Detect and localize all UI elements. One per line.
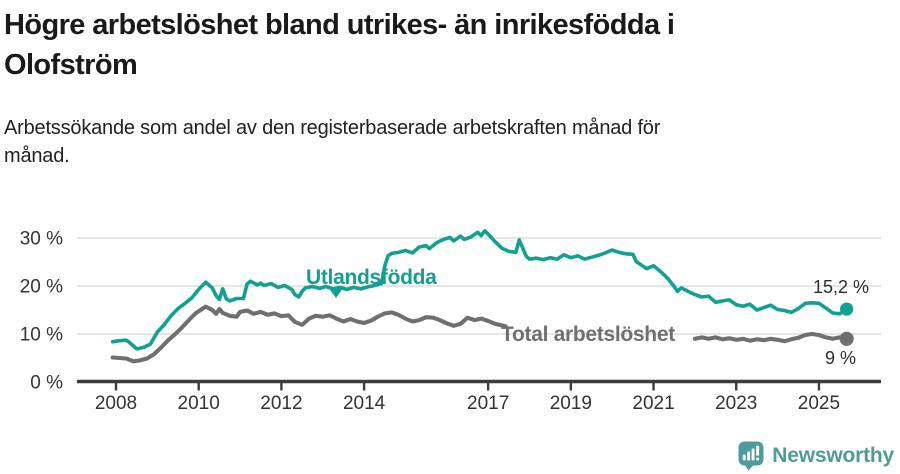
y-tick-label: 20 % <box>20 277 63 298</box>
series-line <box>110 304 508 364</box>
newsworthy-bubble-chart-icon <box>738 441 764 471</box>
series-line <box>110 229 849 351</box>
x-axis: 2008 2010 2012 2014 2017 2019 2021 2023 2025 <box>77 379 881 414</box>
series-marker-triangle-icon <box>329 289 343 298</box>
x-tick-label: 2017 <box>467 393 509 414</box>
gridlines: 0 % 10 % 20 % 30 % <box>20 229 881 394</box>
x-tick-label: 2025 <box>798 393 840 414</box>
x-tick-label: 2023 <box>715 393 757 414</box>
newsworthy-wordmark: Newsworthy <box>772 444 894 467</box>
y-tick-label: 30 % <box>20 229 63 250</box>
series-label-total: Total arbetslöshet <box>501 323 675 346</box>
x-tick-label: 2008 <box>95 393 137 414</box>
page-title-line1: Högre arbetslöshet bland utrikes- än inr… <box>4 9 675 41</box>
series-end-dot <box>840 302 854 316</box>
x-tick-label: 2010 <box>178 393 220 414</box>
y-tick-label: 0 % <box>30 373 63 394</box>
series-lines <box>110 229 854 364</box>
series-end-dot <box>839 331 854 346</box>
end-value-label-utlandsfodda: 15,2 % <box>813 277 869 297</box>
x-tick-label: 2021 <box>632 393 674 414</box>
x-tick-label: 2019 <box>550 393 592 414</box>
series-label-utlandsfodda: Utlandsfödda <box>306 266 437 289</box>
page-title: Högre arbetslöshet bland utrikes- än inr… <box>4 5 886 85</box>
y-tick-label: 10 % <box>20 325 63 346</box>
chart-subtitle-line2: månad. <box>4 145 70 167</box>
x-tick-label: 2012 <box>260 393 302 414</box>
page-title-line2: Olofström <box>4 49 138 81</box>
newsworthy-logo[interactable]: Newsworthy <box>738 441 894 471</box>
chart-subtitle: Arbetssökande som andel av den registerb… <box>4 114 864 170</box>
end-value-label-total: 9 % <box>825 348 856 368</box>
x-tick-label: 2014 <box>343 393 386 414</box>
series-line <box>692 331 849 344</box>
chart-subtitle-line1: Arbetssökande som andel av den registerb… <box>4 117 661 139</box>
